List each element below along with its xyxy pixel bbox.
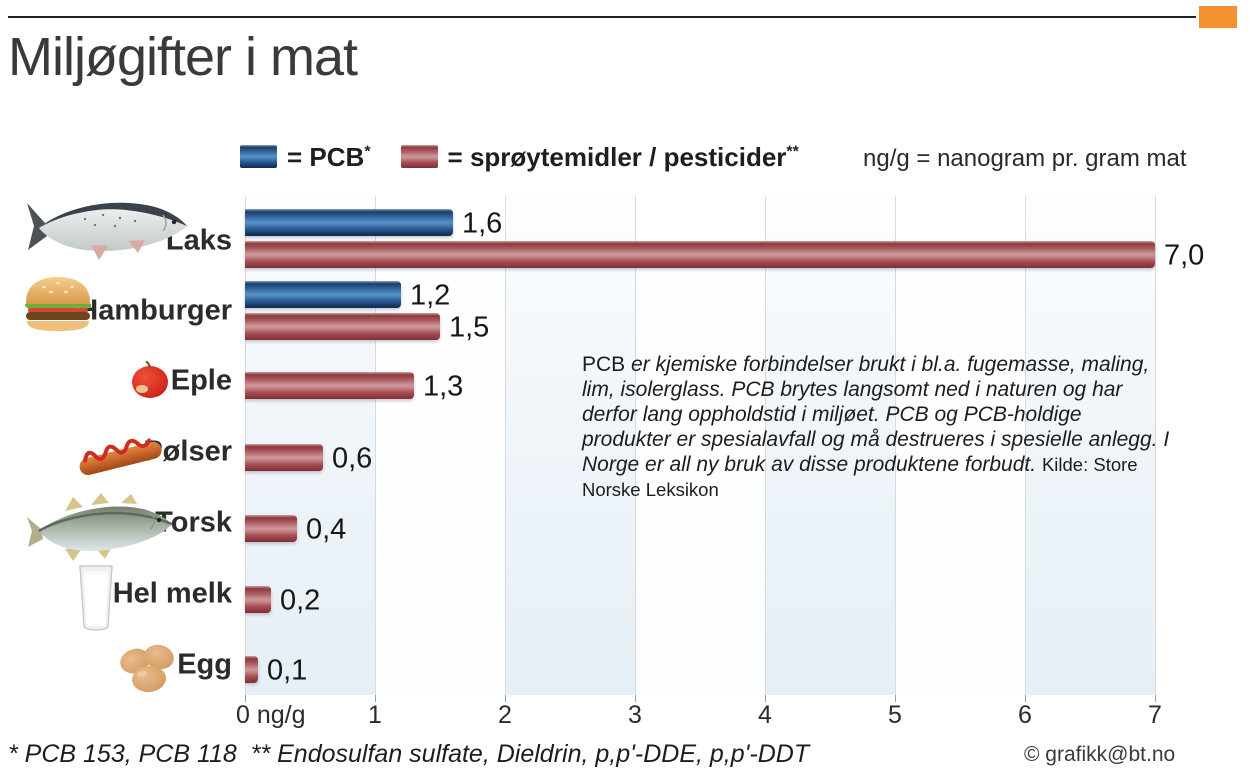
- info-source: Kilde: Store Norske Leksikon: [582, 454, 1138, 500]
- bar-value-label: 0,2: [280, 584, 321, 616]
- pesticide-bar: [245, 313, 440, 340]
- category-label: Hamburger: [77, 294, 232, 327]
- unit-definition: ng/g = nanogram pr. gram mat: [863, 145, 1187, 172]
- axis-tick: [1025, 695, 1026, 702]
- pesticide-bar: [245, 586, 271, 613]
- axis-tick: [375, 695, 376, 702]
- axis-tick-label: 1: [368, 701, 382, 729]
- bar-value-label: 1,2: [410, 279, 451, 311]
- pcb-bar: [245, 281, 401, 308]
- hamburger-icon: [22, 275, 94, 333]
- grid-line: [635, 196, 636, 695]
- bar-value-label: 1,3: [423, 370, 464, 402]
- cod-icon: [25, 489, 175, 565]
- pesticide-legend-label: = sprøytemidler / pesticider**: [448, 142, 799, 173]
- axis-tick-label: 3: [628, 701, 642, 729]
- axis-tick-label: 4: [758, 701, 772, 729]
- chart-background-band: [895, 196, 1025, 695]
- credit: © grafikk@bt.no: [1024, 743, 1176, 766]
- axis-tick-label: 2: [498, 701, 512, 729]
- axis-tick: [765, 695, 766, 702]
- info-lead: PCB: [582, 353, 626, 376]
- grid-line: [765, 196, 766, 695]
- category-label: Eple: [170, 364, 232, 397]
- page-title: Miljøgifter i mat: [8, 27, 358, 87]
- pesticide-footnote-marker: **: [786, 143, 799, 161]
- bar-value-label: 1,5: [449, 311, 490, 343]
- axis-tick-label: 0 ng/g: [236, 701, 306, 729]
- pcb-footnote-marker: *: [364, 143, 371, 161]
- eggs-icon: [118, 637, 178, 695]
- axis-tick: [895, 695, 896, 702]
- footnote: * PCB 153, PCB 118 ** Endosulfan sulfate…: [8, 740, 810, 768]
- chart-background-band: [505, 196, 635, 695]
- grid-line: [375, 196, 376, 695]
- chart-background-band: [635, 196, 765, 695]
- bar-value-label: 0,4: [306, 513, 347, 545]
- grid-line: [1155, 196, 1156, 695]
- bar-value-label: 0,1: [267, 654, 308, 686]
- axis-tick: [245, 695, 246, 702]
- pesticide-bar: [245, 372, 414, 399]
- legend-item-pesticide: = sprøytemidler / pesticider**: [400, 142, 799, 173]
- chart-background-band: [375, 196, 505, 695]
- pesticide-swatch-icon: [400, 145, 438, 168]
- pesticide-legend-text: = sprøytemidler / pesticider: [447, 142, 787, 172]
- pesticide-bar: [245, 515, 297, 542]
- category-label: Hel melk: [112, 577, 232, 610]
- pcb-swatch-icon: [240, 145, 277, 168]
- grid-line: [895, 196, 896, 695]
- axis-tick-label: 5: [888, 701, 902, 729]
- legend: = PCB* = sprøytemidler / pesticider**: [240, 142, 799, 173]
- sausage-icon: [75, 428, 165, 478]
- bar-value-label: 1,6: [462, 207, 503, 239]
- category-label: Egg: [177, 648, 232, 681]
- accent-rectangle: [1199, 6, 1237, 28]
- pcb-legend-text: = PCB: [287, 142, 365, 172]
- axis-tick-label: 7: [1148, 701, 1162, 729]
- pesticide-bar: [245, 656, 258, 683]
- bar-value-label: 0,6: [332, 442, 373, 474]
- bar-chart-plot-area: 1,6 7,0 1,2 1,5 1,3 0,6 0,4 0,2 0,1: [245, 196, 1204, 695]
- chart-background-band: [765, 196, 895, 695]
- grid-line: [1025, 196, 1026, 695]
- axis-tick: [1155, 695, 1156, 702]
- milk-glass-icon: [77, 564, 115, 632]
- info-body: er kjemiske forbindelser brukt i bl.a. f…: [582, 353, 1170, 476]
- axis-tick: [505, 695, 506, 702]
- apple-icon: [127, 361, 173, 398]
- bar-value-label: 7,0: [1164, 239, 1205, 271]
- grid-line: [505, 196, 506, 695]
- salmon-icon: [25, 193, 190, 263]
- top-rule: [8, 16, 1196, 18]
- pcb-legend-label: = PCB*: [287, 142, 371, 173]
- axis-tick: [635, 695, 636, 702]
- pcb-info-text: PCB er kjemiske forbindelser brukt i bl.…: [582, 352, 1170, 502]
- pesticide-bar: [245, 444, 323, 471]
- axis-tick-label: 6: [1018, 701, 1032, 729]
- legend-item-pcb: = PCB*: [240, 142, 371, 173]
- pesticide-bar: [245, 241, 1155, 268]
- chart-background-band: [1025, 196, 1155, 695]
- pcb-bar: [245, 209, 453, 236]
